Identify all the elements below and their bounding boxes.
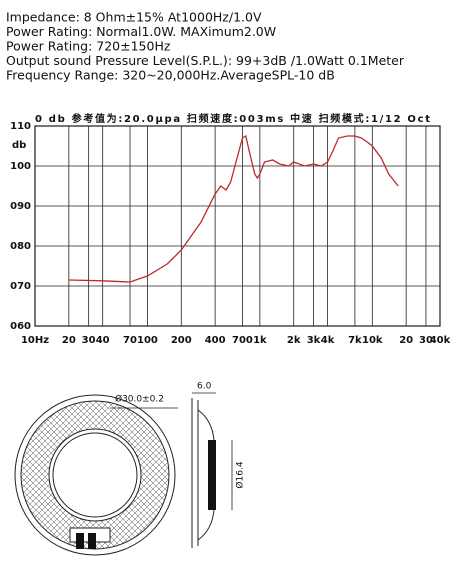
terminal [76,533,84,549]
outer-diameter: Ø30.0±0.2 [115,394,164,405]
x-tick-label: 100 [137,335,158,346]
outer-rim [14,394,176,556]
spec-line: Output sound Pressure Level(S.P.L.): 99+… [6,53,405,68]
spec-line: Power Rating: 720±150Hz [6,39,171,54]
x-tick-label: 30 [82,335,96,346]
x-tick-label: 10Hz [21,335,49,346]
x-tick-label: 4k [321,335,335,346]
response-curve [68,134,399,283]
x-tick-label: 30 [419,335,433,346]
drawing: Ø30.0±0.2 6.0 Ø16.4 [14,382,246,556]
y-tick-label: 060 [10,321,31,332]
inner-diameter: Ø16.4 [235,461,246,488]
x-tick-label: 700 [232,335,253,346]
dome [48,428,142,522]
x-tick-label: 1k [253,335,267,346]
y-tick-label: 070 [10,281,31,292]
x-tick-label: 40 [96,335,110,346]
x-tick-label: 2k [287,335,301,346]
y-tick-label: 090 [10,201,31,212]
spec-line: Power Rating: Normal1.0W. MAXimum2.0W [6,24,276,39]
x-tick-label: 3k [307,335,321,346]
x-tick-label: 10k [362,335,383,346]
x-tick-label: 200 [171,335,192,346]
thickness: 6.0 [197,382,212,392]
x-tick-label: 40k [430,335,451,346]
magnet [208,440,216,510]
dome-inner [52,432,138,518]
y-tick-label: 110 [10,121,31,132]
y-unit: db [12,140,26,151]
x-tick-label: 400 [205,335,226,346]
chart-header: 0 db 参考值为:20.0μpa 扫频速度:003ms 中速 扫频模式:1/1… [35,112,430,125]
y-tick-label: 080 [10,241,31,252]
spec-line: Frequency Range: 320~20,000Hz.AverageSPL… [6,68,335,83]
x-tick-label: 20 [399,335,413,346]
x-tick-label: 20 [62,335,76,346]
terminal [88,533,96,549]
spec-line: Impedance: 8 Ohm±15% At1000Hz/1.0V [6,10,262,25]
y-tick-label: 100 [10,161,31,172]
x-tick-label: 7k [348,335,362,346]
x-tick-label: 70 [123,335,137,346]
